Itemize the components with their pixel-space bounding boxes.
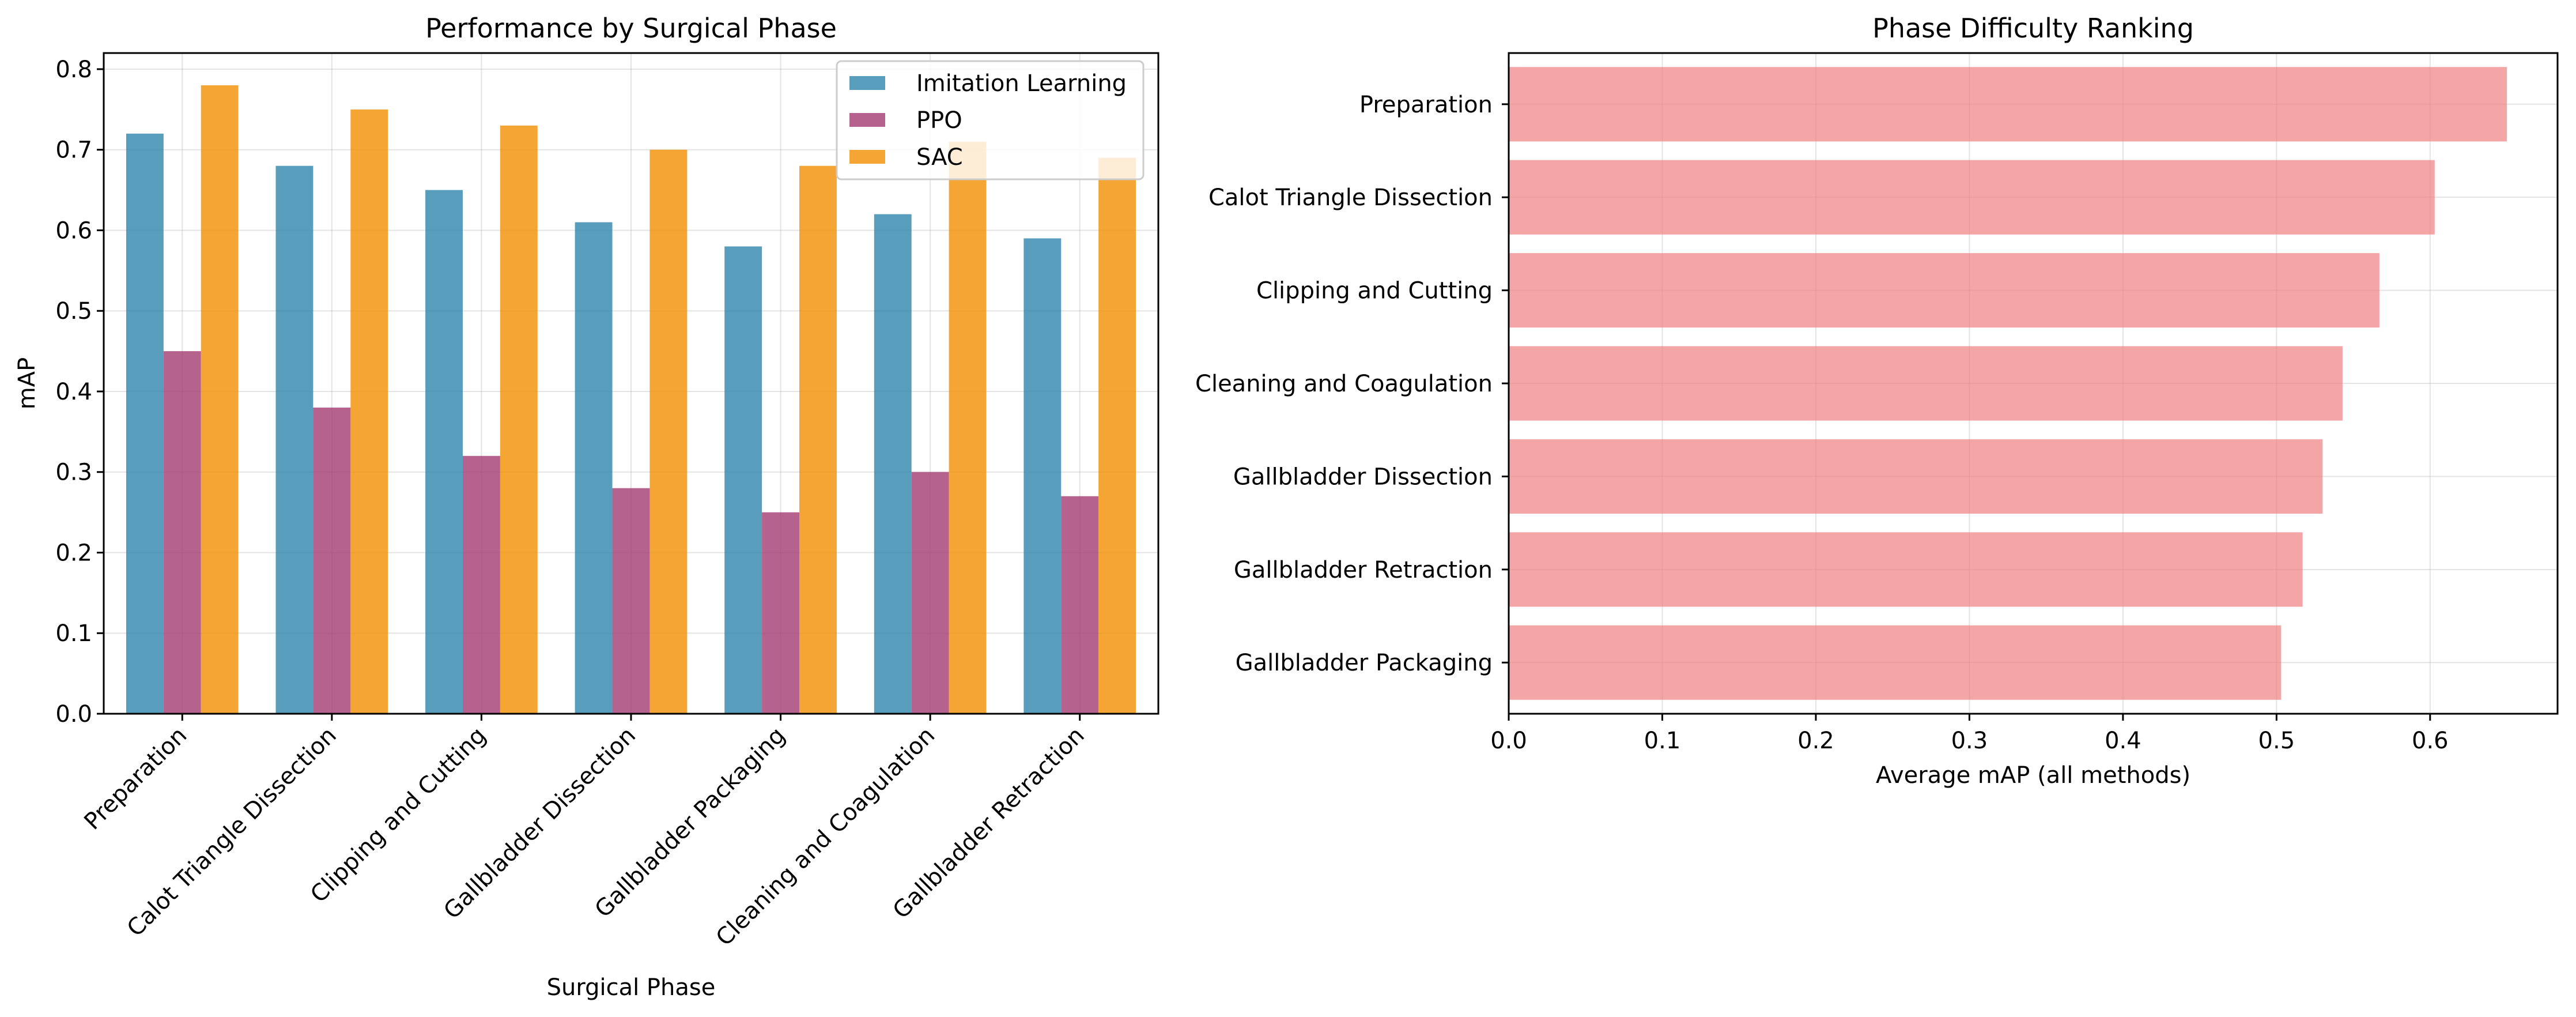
left-y-tick-label: 0.4 — [55, 379, 92, 405]
left-y-tick-label: 0.1 — [55, 620, 92, 647]
bar-sac-clipping-and-cutting — [500, 125, 538, 714]
bar-ppo-gallbladder-dissection — [612, 488, 650, 714]
left-y-tick-label: 0.6 — [55, 217, 92, 244]
legend-label-sac: SAC — [916, 144, 963, 171]
right-x-axis-label: Average mAP (all methods) — [1876, 762, 2190, 789]
legend-label-imitation-learning: Imitation Learning — [916, 70, 1127, 97]
right-chart-title: Phase Difficulty Ranking — [1872, 13, 2194, 44]
legend-swatch-imitation-learning — [849, 76, 885, 90]
hbar-clipping-and-cutting — [1509, 253, 2379, 328]
right-y-axis: Preparation Calot Triangle Dissection Clip… — [1195, 92, 1509, 676]
right-y-tick-label: Calot Triangle Dissection — [1208, 184, 1493, 211]
bar-imitation-learning-gallbladder-retraction — [1023, 238, 1062, 714]
hbar-cleaning-and-coagulation — [1509, 346, 2343, 421]
left-y-tick-label: 0.8 — [55, 56, 92, 83]
bar-ppo-preparation — [163, 351, 201, 714]
bar-imitation-learning-cleaning-and-coagulation — [874, 214, 912, 714]
hbar-preparation — [1509, 67, 2507, 142]
left-legend: Imitation Learning PPO SAC — [836, 60, 1145, 180]
left-y-tick-label: 0.2 — [55, 540, 92, 566]
bar-sac-cleaning-and-coagulation — [949, 141, 987, 714]
bar-ppo-gallbladder-retraction — [1061, 496, 1099, 714]
left-y-axis: 0.0 0.1 0.2 0.3 0.4 0.5 0.6 0.7 0.8 — [55, 56, 104, 728]
bar-imitation-learning-clipping-and-cutting — [425, 190, 463, 714]
legend-swatch-sac — [849, 150, 885, 164]
right-y-tick-label: Preparation — [1359, 92, 1493, 118]
left-y-tick-label: 0.0 — [55, 701, 92, 728]
bar-imitation-learning-calot-triangle-dissection — [275, 165, 313, 714]
bar-ppo-calot-triangle-dissection — [313, 407, 351, 714]
right-chart: Phase Difficulty Ranking Preparation Calo… — [1195, 13, 2559, 789]
bar-sac-preparation — [201, 85, 239, 714]
bar-sac-gallbladder-dissection — [649, 149, 688, 714]
right-x-tick-label: 0.3 — [1951, 728, 1988, 754]
left-y-tick-label: 0.5 — [55, 298, 92, 325]
right-bars — [1509, 67, 2507, 700]
right-x-tick-label: 0.6 — [2412, 728, 2449, 754]
left-bars — [126, 85, 1136, 714]
bar-ppo-gallbladder-packaging — [762, 512, 800, 714]
bar-sac-calot-triangle-dissection — [350, 109, 388, 714]
hbar-calot-triangle-dissection — [1509, 160, 2435, 235]
right-x-tick-label: 0.0 — [1490, 728, 1527, 754]
bar-imitation-learning-gallbladder-packaging — [724, 246, 762, 714]
left-y-axis-label: mAP — [14, 357, 40, 409]
bar-imitation-learning-preparation — [126, 133, 164, 714]
right-y-tick-label: Gallbladder Dissection — [1233, 464, 1493, 490]
hbar-gallbladder-dissection — [1509, 439, 2323, 514]
right-x-axis: 0.0 0.1 0.2 0.3 0.4 0.5 0.6 — [1490, 714, 2449, 754]
right-x-tick-label: 0.5 — [2258, 728, 2295, 754]
hbar-gallbladder-packaging — [1509, 625, 2282, 700]
right-y-tick-label: Clipping and Cutting — [1256, 278, 1493, 304]
legend-label-ppo: PPO — [916, 107, 962, 134]
right-y-tick-label: Gallbladder Packaging — [1236, 650, 1493, 676]
bar-ppo-cleaning-and-coagulation — [911, 472, 949, 714]
legend-swatch-ppo — [849, 113, 885, 127]
hbar-gallbladder-retraction — [1509, 532, 2303, 607]
bar-sac-gallbladder-retraction — [1098, 157, 1136, 714]
legend-box — [836, 60, 1145, 180]
left-y-tick-label: 0.3 — [55, 459, 92, 486]
left-x-axis-label: Surgical Phase — [547, 974, 716, 1001]
right-x-tick-label: 0.1 — [1644, 728, 1681, 754]
right-x-tick-label: 0.2 — [1797, 728, 1834, 754]
right-y-tick-label: Cleaning and Coagulation — [1195, 371, 1493, 397]
left-y-tick-label: 0.7 — [55, 137, 92, 164]
bar-sac-gallbladder-packaging — [799, 165, 837, 714]
right-x-tick-label: 0.4 — [2105, 728, 2141, 754]
left-chart-title: Performance by Surgical Phase — [425, 13, 837, 44]
bar-ppo-clipping-and-cutting — [462, 455, 500, 714]
bar-imitation-learning-gallbladder-dissection — [575, 222, 613, 714]
right-y-tick-label: Gallbladder Retraction — [1234, 557, 1493, 583]
